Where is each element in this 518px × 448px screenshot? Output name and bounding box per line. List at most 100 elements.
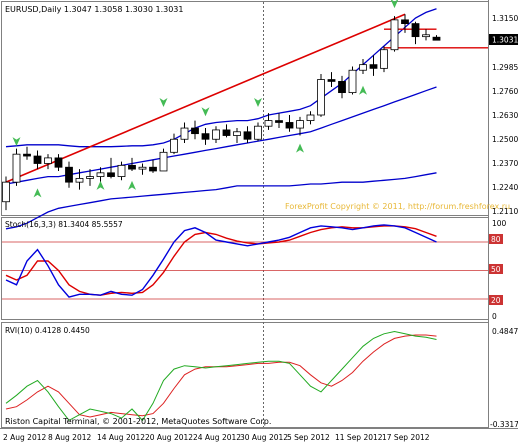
current-price-label: 1.3031 bbox=[492, 36, 518, 45]
candle-body bbox=[411, 23, 420, 38]
rvi-tick-label: 0.4847 bbox=[492, 327, 518, 336]
price-tick-label: 1.2985 bbox=[492, 63, 518, 72]
candle-body bbox=[369, 64, 378, 69]
candle-body bbox=[390, 19, 399, 51]
time-tick-label: 8 Aug 2012 bbox=[48, 433, 91, 442]
candle-body bbox=[243, 131, 252, 140]
buy-arrow-icon bbox=[128, 180, 136, 190]
candle-body bbox=[264, 120, 273, 127]
candle-body bbox=[75, 178, 84, 183]
bands-middle-line bbox=[5, 86, 437, 185]
price-tick-label: 1.2500 bbox=[492, 135, 518, 144]
time-tick-label: 20 Aug 2012 bbox=[145, 433, 193, 442]
copyright-text: Riston Capital Terminal, © 2001-2012, Me… bbox=[5, 417, 271, 426]
sell-arrow-icon bbox=[390, 0, 399, 9]
candle-body bbox=[138, 166, 147, 170]
candle-body bbox=[432, 36, 441, 41]
candle-body bbox=[44, 157, 52, 164]
main-title: EURUSD,Daily 1.3047 1.3058 1.3030 1.3031 bbox=[5, 5, 184, 14]
time-tick-label: 2 Aug 2012 bbox=[3, 433, 46, 442]
candle-body bbox=[338, 81, 346, 94]
candle-body bbox=[212, 129, 220, 140]
candle-body bbox=[275, 120, 283, 123]
price-tick-label: 1.2240 bbox=[492, 183, 518, 192]
candle-body bbox=[180, 127, 189, 140]
price-tick-label: 1.2110 bbox=[492, 207, 518, 216]
candle-body bbox=[170, 138, 178, 153]
candle-body bbox=[380, 49, 388, 69]
candle-body bbox=[149, 166, 157, 172]
candle-body bbox=[96, 172, 105, 177]
candle-body bbox=[296, 120, 304, 129]
rvi-main-line bbox=[5, 330, 437, 422]
candle-body bbox=[12, 153, 21, 183]
price-tick-label: 1.2370 bbox=[492, 159, 518, 168]
sell-arrow-icon bbox=[254, 97, 262, 107]
watermark: ForexProfit Copyright © 2011, http://for… bbox=[285, 202, 510, 211]
stoch-level-label: 100 bbox=[492, 219, 507, 228]
time-tick-label: 30 Aug 2012 bbox=[240, 433, 288, 442]
candle-body bbox=[327, 79, 336, 82]
candle-body bbox=[201, 133, 210, 140]
candle-body bbox=[191, 127, 199, 135]
time-tick-label: 14 Aug 2012 bbox=[97, 433, 145, 442]
sell-arrow-icon bbox=[159, 97, 168, 107]
stoch-title: Stoch(16,3,3) 81.3404 85.5557 bbox=[5, 220, 123, 229]
rvi-tick-label: -0.3317 bbox=[490, 420, 518, 429]
stoch-main-line bbox=[5, 224, 437, 298]
stoch-level-label: 20 bbox=[491, 296, 501, 305]
candle-body bbox=[359, 64, 367, 71]
stoch-level-label: 50 bbox=[491, 265, 501, 274]
stoch-level-label: 0 bbox=[492, 312, 497, 321]
candle-body bbox=[128, 164, 136, 170]
candle-body bbox=[2, 181, 10, 203]
candle-body bbox=[23, 153, 31, 157]
sell-arrow-icon bbox=[12, 137, 21, 147]
candle-body bbox=[401, 19, 409, 24]
bands-lower-line bbox=[5, 172, 437, 230]
rvi-layer bbox=[5, 330, 437, 422]
stoch-level-label: 80 bbox=[491, 235, 501, 244]
rvi-signal-line bbox=[5, 334, 437, 418]
current-price-marker bbox=[489, 34, 518, 45]
candle-body bbox=[33, 155, 42, 164]
stoch-level-marker bbox=[489, 264, 503, 274]
candle-body bbox=[117, 164, 126, 177]
price-tick-label: 1.3150 bbox=[492, 14, 518, 23]
candle-body bbox=[285, 122, 294, 129]
candle-body bbox=[317, 79, 325, 116]
bands-upper-line bbox=[5, 8, 437, 148]
buy-arrow-icon bbox=[96, 180, 105, 190]
trend-line bbox=[5, 13, 406, 183]
price-scale: 1.3150 1.2985 1.2760 1.2630 1.2500 1.237… bbox=[489, 14, 518, 216]
rvi-title: RVI(10) 0.4128 0.4450 bbox=[5, 326, 90, 335]
time-tick-label: 5 Sep 2012 bbox=[287, 433, 330, 442]
candle-body bbox=[107, 172, 115, 177]
candle-body bbox=[222, 129, 231, 136]
buy-arrow-icon bbox=[33, 188, 42, 198]
candle-body bbox=[348, 69, 357, 94]
candle-body bbox=[233, 131, 241, 136]
candle-body bbox=[86, 176, 94, 179]
sell-arrow-icon bbox=[201, 107, 210, 117]
time-axis: 2 Aug 2012 8 Aug 2012 14 Aug 2012 20 Aug… bbox=[3, 433, 430, 442]
stoch-level-marker bbox=[489, 295, 503, 305]
time-tick-label: 17 Sep 2012 bbox=[382, 433, 430, 442]
candle-body bbox=[306, 114, 315, 121]
candle-body bbox=[65, 166, 73, 183]
price-tick-label: 1.2630 bbox=[492, 111, 518, 120]
candle-body bbox=[254, 125, 262, 140]
price-tick-label: 1.2760 bbox=[492, 87, 518, 96]
buy-arrow-icon bbox=[359, 85, 367, 95]
candle-body bbox=[54, 157, 63, 168]
stoch-layer bbox=[2, 224, 488, 300]
main-chart-layer bbox=[2, 0, 488, 230]
candle-body bbox=[422, 34, 430, 38]
time-tick-label: 24 Aug 2012 bbox=[193, 433, 241, 442]
stoch-level-marker bbox=[489, 234, 503, 244]
stoch-scale: 100 80 50 20 0 bbox=[489, 219, 507, 321]
buy-arrow-icon bbox=[296, 143, 304, 153]
